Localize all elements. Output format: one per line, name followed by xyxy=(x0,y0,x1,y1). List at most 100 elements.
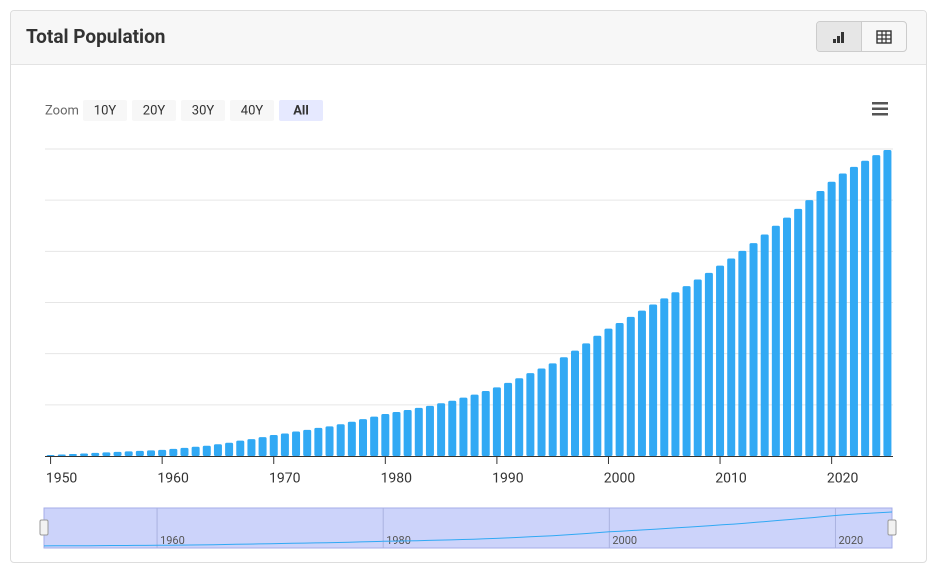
x-tick-label: 2000 xyxy=(604,471,636,487)
bar xyxy=(626,316,635,456)
bar xyxy=(448,400,457,456)
card: Total Population xyxy=(10,10,927,563)
table-view-button[interactable] xyxy=(862,22,906,51)
bar xyxy=(414,407,423,456)
bar xyxy=(716,265,725,456)
bar xyxy=(236,440,245,456)
bar xyxy=(403,409,412,456)
navigator-tick-label: 2020 xyxy=(838,534,863,547)
bar xyxy=(604,328,613,456)
zoom-label: Zoom xyxy=(45,103,79,118)
bar xyxy=(91,452,100,456)
bar xyxy=(191,446,200,456)
bar xyxy=(437,403,446,456)
menu-icon[interactable] xyxy=(872,102,888,116)
bar xyxy=(660,298,669,456)
card-header xyxy=(11,11,926,65)
navigator-tick-label: 1960 xyxy=(160,534,185,547)
zoom-button[interactable] xyxy=(132,100,176,121)
bar xyxy=(68,453,77,456)
bar xyxy=(504,382,513,456)
bar xyxy=(147,450,155,456)
bar xyxy=(861,160,870,457)
bar xyxy=(582,343,591,456)
bar xyxy=(292,431,301,456)
bar xyxy=(649,304,658,456)
bar xyxy=(370,416,379,456)
zoom-button[interactable] xyxy=(83,100,127,121)
bar xyxy=(325,426,334,456)
zoom-button-label[interactable]: All xyxy=(293,103,309,118)
navigator-handle[interactable] xyxy=(887,519,897,536)
x-tick-label: 1990 xyxy=(492,471,524,487)
chart-view-button[interactable] xyxy=(817,22,862,51)
bar xyxy=(425,405,434,456)
bar xyxy=(838,173,847,456)
bar xyxy=(135,450,144,456)
bar xyxy=(872,155,881,456)
navigator-handle[interactable] xyxy=(39,519,49,536)
bar xyxy=(202,445,211,456)
bar xyxy=(771,225,780,456)
navigator-tick-label: 1980 xyxy=(386,534,411,547)
bar xyxy=(671,292,680,456)
zoom-button-label[interactable]: 40Y xyxy=(241,103,264,118)
bar xyxy=(571,350,579,456)
bar xyxy=(124,451,133,456)
bar xyxy=(727,258,736,456)
bar xyxy=(336,424,345,456)
bar xyxy=(269,435,278,456)
bar xyxy=(213,444,222,456)
x-tick-label: 1970 xyxy=(269,471,301,487)
bar xyxy=(225,442,234,456)
bar xyxy=(849,166,858,457)
bar xyxy=(303,429,312,456)
bar xyxy=(816,190,825,456)
bar xyxy=(794,208,803,456)
bar xyxy=(637,310,646,456)
bar xyxy=(347,421,356,456)
bar xyxy=(693,279,702,456)
navigator xyxy=(43,507,893,549)
bar xyxy=(548,363,557,456)
bar xyxy=(526,373,535,456)
bar xyxy=(883,150,892,457)
bar xyxy=(102,452,111,456)
bar xyxy=(470,394,479,456)
bar xyxy=(258,437,267,456)
x-tick-label: 1980 xyxy=(381,471,413,487)
bar xyxy=(760,234,769,456)
bar xyxy=(481,391,490,456)
bar xyxy=(247,439,256,456)
bar xyxy=(113,451,122,456)
x-tick-label: 1950 xyxy=(46,471,78,487)
x-tick-label: 2020 xyxy=(827,471,859,487)
zoom-button[interactable] xyxy=(230,100,274,121)
zoom-button-label[interactable]: 10Y xyxy=(94,103,117,118)
navigator-tick-label: 2000 xyxy=(612,534,637,547)
bar xyxy=(704,272,713,456)
zoom-button-label[interactable]: 30Y xyxy=(192,103,215,118)
zoom-button-label[interactable]: 20Y xyxy=(143,103,166,118)
bar xyxy=(46,454,55,456)
bar xyxy=(280,433,289,456)
bar xyxy=(381,414,390,456)
bar xyxy=(314,427,323,456)
bar xyxy=(805,200,814,456)
bar xyxy=(559,357,568,456)
bar xyxy=(749,243,758,456)
bar xyxy=(593,335,602,456)
bar xyxy=(169,448,178,456)
bar xyxy=(682,286,691,456)
bar xyxy=(392,411,401,456)
bar xyxy=(180,447,189,456)
bar xyxy=(80,453,89,456)
bar xyxy=(57,454,66,456)
bar xyxy=(615,322,624,456)
zoom-button[interactable] xyxy=(279,100,323,121)
x-tick-label: 2010 xyxy=(715,471,747,487)
zoom-button[interactable] xyxy=(181,100,225,121)
bar xyxy=(359,419,367,456)
bar xyxy=(492,387,501,456)
